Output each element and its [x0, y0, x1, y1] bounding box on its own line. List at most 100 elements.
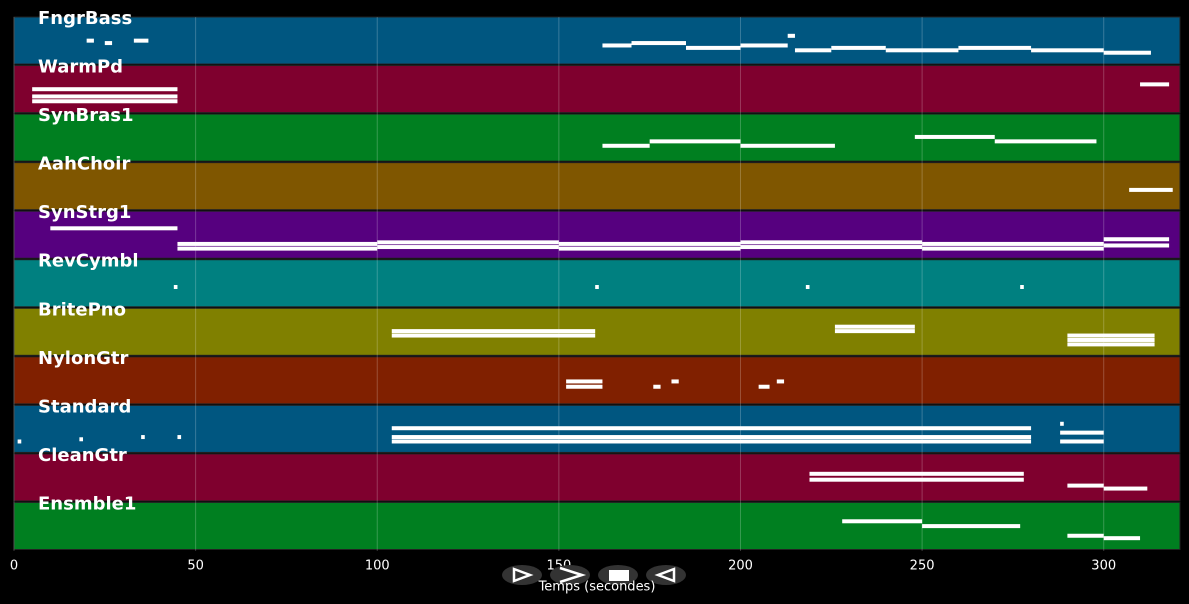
note [50, 226, 178, 231]
note [834, 329, 915, 334]
note [32, 99, 178, 104]
note [377, 245, 559, 250]
note [1103, 243, 1170, 248]
note [805, 285, 810, 289]
note [740, 245, 923, 250]
note [809, 471, 1024, 476]
note [104, 41, 113, 46]
note [922, 246, 1104, 251]
track-name: CleanGtr [38, 445, 127, 466]
track-lane [13, 16, 1181, 65]
note [1060, 421, 1064, 426]
note [740, 43, 788, 48]
note [32, 87, 178, 92]
note [17, 439, 22, 444]
back-button[interactable] [646, 565, 686, 585]
track-name: AahChoir [38, 154, 130, 175]
track-name: Standard [38, 396, 131, 417]
note [758, 384, 770, 389]
note [922, 241, 1104, 246]
note [1067, 337, 1155, 342]
note [1031, 48, 1104, 53]
note [885, 48, 959, 53]
note [1140, 82, 1170, 87]
note [566, 384, 603, 389]
note [1129, 187, 1173, 192]
note [1067, 342, 1155, 347]
track-name: BritePno [38, 299, 126, 320]
forward-icon [559, 566, 587, 584]
note [558, 246, 741, 251]
note [1020, 285, 1024, 289]
note [391, 439, 1032, 444]
note [958, 45, 1032, 50]
track-name: WarmPd [38, 57, 123, 78]
note [141, 435, 145, 440]
note [649, 139, 741, 144]
note [173, 285, 178, 289]
note [1060, 430, 1104, 435]
note [595, 285, 599, 289]
x-tick-label: 0 [10, 559, 18, 574]
note [391, 435, 1032, 440]
note [794, 48, 832, 53]
x-tick-label: 300 [1091, 559, 1116, 574]
note [922, 524, 1021, 529]
note [831, 45, 886, 50]
note [671, 379, 679, 384]
track-name: SynBras1 [38, 105, 134, 126]
track-lane [13, 162, 1181, 211]
note [558, 241, 741, 246]
track-name: SynStrg1 [38, 202, 131, 223]
track-name: RevCymbl [38, 251, 139, 272]
play-button[interactable] [502, 565, 542, 585]
x-axis-label: Temps (secondes) [538, 580, 656, 595]
note [842, 519, 923, 524]
back-icon [654, 567, 676, 583]
note [177, 246, 378, 251]
note [631, 41, 686, 46]
track-lane [13, 307, 1181, 356]
note [1067, 483, 1104, 488]
note [79, 437, 84, 442]
note [740, 240, 923, 245]
note [809, 477, 1024, 482]
track-lane [13, 65, 1181, 114]
stop-icon [609, 570, 629, 581]
note [1103, 237, 1170, 242]
note [177, 435, 182, 440]
track-lane [13, 113, 1181, 162]
x-tick-label: 50 [187, 559, 204, 574]
track-name: NylonGtr [38, 348, 129, 369]
note [602, 143, 650, 148]
note [1103, 536, 1141, 541]
note [685, 45, 741, 50]
track-lane [13, 259, 1181, 308]
note [566, 379, 603, 384]
track-name: FngrBass [38, 8, 132, 29]
note [834, 324, 915, 329]
track-name: Ensmble1 [38, 493, 136, 514]
note [1103, 50, 1151, 55]
note [1103, 486, 1148, 491]
track-lane [13, 453, 1181, 502]
x-tick-label: 200 [728, 559, 753, 574]
track-lane [13, 210, 1181, 259]
note [377, 240, 559, 245]
note [1067, 333, 1155, 338]
note [391, 329, 596, 334]
note [740, 143, 835, 148]
note [32, 94, 178, 99]
note [787, 33, 795, 38]
forward-button[interactable] [550, 565, 590, 585]
note [914, 134, 995, 139]
x-tick-label: 100 [365, 559, 390, 574]
note [602, 43, 632, 48]
playback-controls [502, 565, 686, 585]
note [653, 384, 661, 389]
play-icon [512, 567, 534, 583]
note [1067, 533, 1104, 538]
note [1060, 439, 1104, 444]
